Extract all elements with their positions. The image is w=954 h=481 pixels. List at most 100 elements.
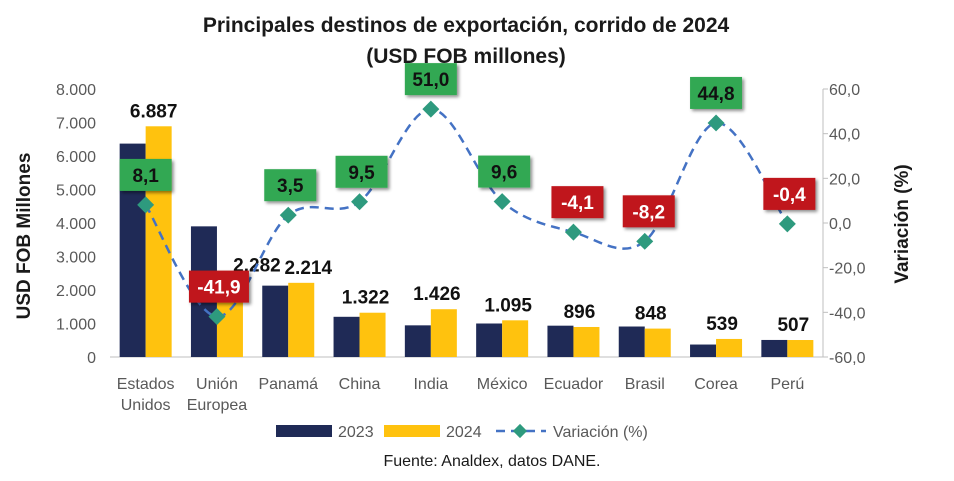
variation-box-bg — [763, 177, 816, 210]
y-right-tick-label: -40,0 — [829, 305, 866, 322]
variation-label: 44,8 — [698, 84, 735, 105]
variation-box-bg — [119, 158, 172, 191]
bar-2024 — [288, 282, 315, 357]
y-right-tick-label: 0,0 — [829, 216, 851, 233]
variation-marker — [493, 193, 511, 211]
variation-label-box: 9,5 — [335, 155, 388, 188]
variation-label: 3,5 — [277, 176, 304, 197]
data-label-2024: 507 — [777, 315, 809, 336]
bar-2023 — [262, 285, 289, 357]
x-category-label: India — [413, 376, 448, 393]
variation-marker — [422, 100, 440, 118]
x-category-label: Ecuador — [544, 376, 604, 393]
legend: 2023 2024 Variación (%) — [276, 423, 648, 441]
variation-label-box: -41,9 — [188, 270, 249, 303]
x-category-label: Brasil — [625, 376, 665, 393]
bar-2024 — [716, 338, 743, 357]
variation-box-bg — [551, 186, 604, 219]
variation-label: -4,1 — [561, 193, 594, 214]
x-category-label: México — [477, 376, 528, 393]
x-category-label: Corea — [694, 376, 738, 393]
variation-box-bg — [188, 270, 249, 303]
y-right-axis-title: Variación (%) — [892, 164, 913, 283]
bar-2023 — [333, 316, 360, 357]
variation-box-bg — [404, 63, 457, 96]
bar-2023 — [404, 325, 431, 357]
x-category-label: Unión — [196, 376, 238, 393]
x-category-label: Unidos — [121, 397, 171, 414]
variation-marker — [636, 232, 654, 250]
variation-label-box: 51,0 — [404, 63, 457, 96]
variation-label-box: -0,4 — [763, 177, 816, 210]
bar-2024 — [573, 326, 600, 357]
plot-area: 0 1.000 2.000 3.000 4.000 5.000 6.000 7.000 8.00… — [56, 63, 866, 414]
variation-marker — [707, 114, 725, 132]
y-left-tick-label: 6.000 — [56, 149, 96, 166]
y-left-tick-label: 3.000 — [56, 250, 96, 267]
variation-label: -8,2 — [632, 202, 665, 223]
legend-label-2023: 2023 — [338, 424, 374, 441]
source-note: Fuente: Analdex, datos DANE. — [383, 453, 600, 470]
chart-title-line2: (USD FOB millones) — [366, 45, 566, 68]
variation-label: -0,4 — [773, 185, 806, 206]
variation-label: 9,5 — [348, 163, 375, 184]
variation-marker — [778, 215, 796, 233]
legend-label-variation: Variación (%) — [553, 424, 648, 441]
x-category-label: Estados — [117, 376, 175, 393]
bar-2024 — [644, 328, 671, 357]
variation-label-box: 3,5 — [264, 169, 317, 202]
x-category-label: China — [339, 376, 381, 393]
bar-2024 — [359, 312, 386, 357]
bar-2023 — [547, 325, 574, 357]
bar-2024 — [787, 340, 814, 357]
data-label-2024: 1.322 — [342, 288, 390, 309]
bar-2024 — [502, 320, 529, 357]
variation-marker — [351, 193, 369, 211]
x-category-label: Europea — [187, 397, 248, 414]
y-left-tick-label: 0 — [87, 350, 96, 367]
variation-label-box: -8,2 — [622, 195, 675, 228]
bar-2024 — [430, 309, 457, 357]
y-left-tick-label: 7.000 — [56, 116, 96, 133]
variation-marker — [208, 308, 226, 326]
bar-2023 — [476, 323, 503, 357]
y-left-tick-label: 8.000 — [56, 82, 96, 99]
variation-label-box: 9,6 — [478, 155, 531, 188]
bar-2023 — [618, 326, 645, 357]
variation-box-bg — [335, 155, 388, 188]
variation-label-box: 44,8 — [690, 76, 743, 109]
variation-label-box: -4,1 — [551, 186, 604, 219]
legend-swatch-2023 — [276, 425, 332, 437]
chart-title-line1: Principales destinos de exportación, cor… — [203, 14, 730, 37]
data-label-2024: 848 — [635, 304, 667, 325]
data-label-2024: 1.426 — [413, 284, 461, 305]
y-right-tick-label: 40,0 — [829, 127, 860, 144]
y-left-tick-label: 5.000 — [56, 183, 96, 200]
y-left-tick-label: 4.000 — [56, 216, 96, 233]
data-label-2024: 896 — [564, 302, 596, 323]
variation-marker — [137, 196, 155, 214]
variation-box-bg — [622, 195, 675, 228]
x-category-label: Perú — [770, 376, 804, 393]
variation-label: 9,6 — [491, 163, 517, 184]
data-label-2024: 2.214 — [284, 258, 332, 279]
data-label-2024: 1.095 — [484, 295, 532, 316]
variation-label: 8,1 — [132, 166, 159, 187]
legend-swatch-2024 — [384, 425, 440, 437]
y-left-axis-title: USD FOB Millones — [14, 153, 35, 320]
variation-box-bg — [478, 155, 531, 188]
variation-box-bg — [264, 169, 317, 202]
x-category-label: Panamá — [258, 376, 318, 393]
y-right-tick-label: 20,0 — [829, 171, 860, 188]
variation-label-box: 8,1 — [119, 158, 172, 191]
legend-label-2024: 2024 — [446, 424, 482, 441]
y-left-tick-label: 1.000 — [56, 317, 96, 334]
y-right-tick-label: -20,0 — [829, 261, 866, 278]
variation-marker — [564, 223, 582, 241]
variation-label: -41,9 — [197, 278, 240, 299]
data-label-2024: 539 — [706, 314, 738, 335]
y-right-tick-label: 60,0 — [829, 82, 860, 99]
legend-swatch-variation-marker — [512, 423, 528, 439]
variation-box-bg — [690, 76, 743, 109]
